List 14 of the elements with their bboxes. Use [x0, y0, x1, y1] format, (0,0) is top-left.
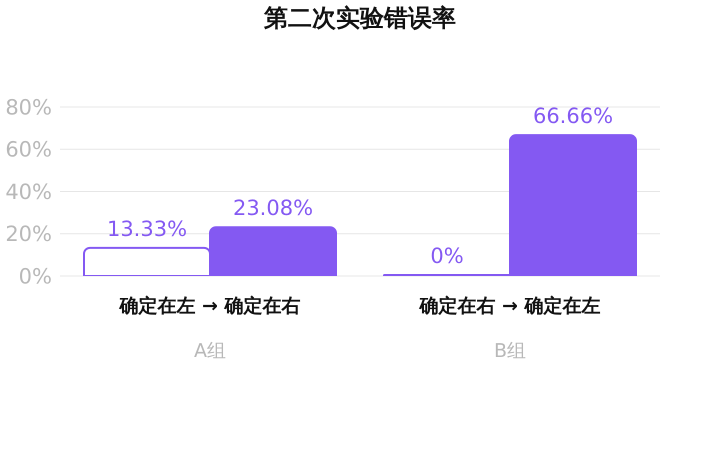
- y-tick-label: 20%: [5, 222, 52, 246]
- text: A组: [194, 340, 226, 362]
- text: B组: [494, 340, 526, 362]
- y-tick-label: 0%: [18, 264, 52, 288]
- chart-title: 第二次实验错误率: [263, 3, 457, 34]
- data-label: 66.66%: [532, 104, 614, 128]
- x-tick-label: 确定在左 → 确定在右: [118, 295, 301, 317]
- data-label: 23.08%: [232, 196, 314, 220]
- y-tick-label: 80%: [5, 95, 52, 120]
- data-label: 13.33%: [106, 216, 188, 241]
- y-tick-label: 40%: [5, 180, 52, 204]
- x-tick-label: 确定在右 → 确定在左: [418, 295, 601, 317]
- y-tick-label: 60%: [5, 138, 52, 162]
- data-label: 0%: [430, 244, 464, 268]
